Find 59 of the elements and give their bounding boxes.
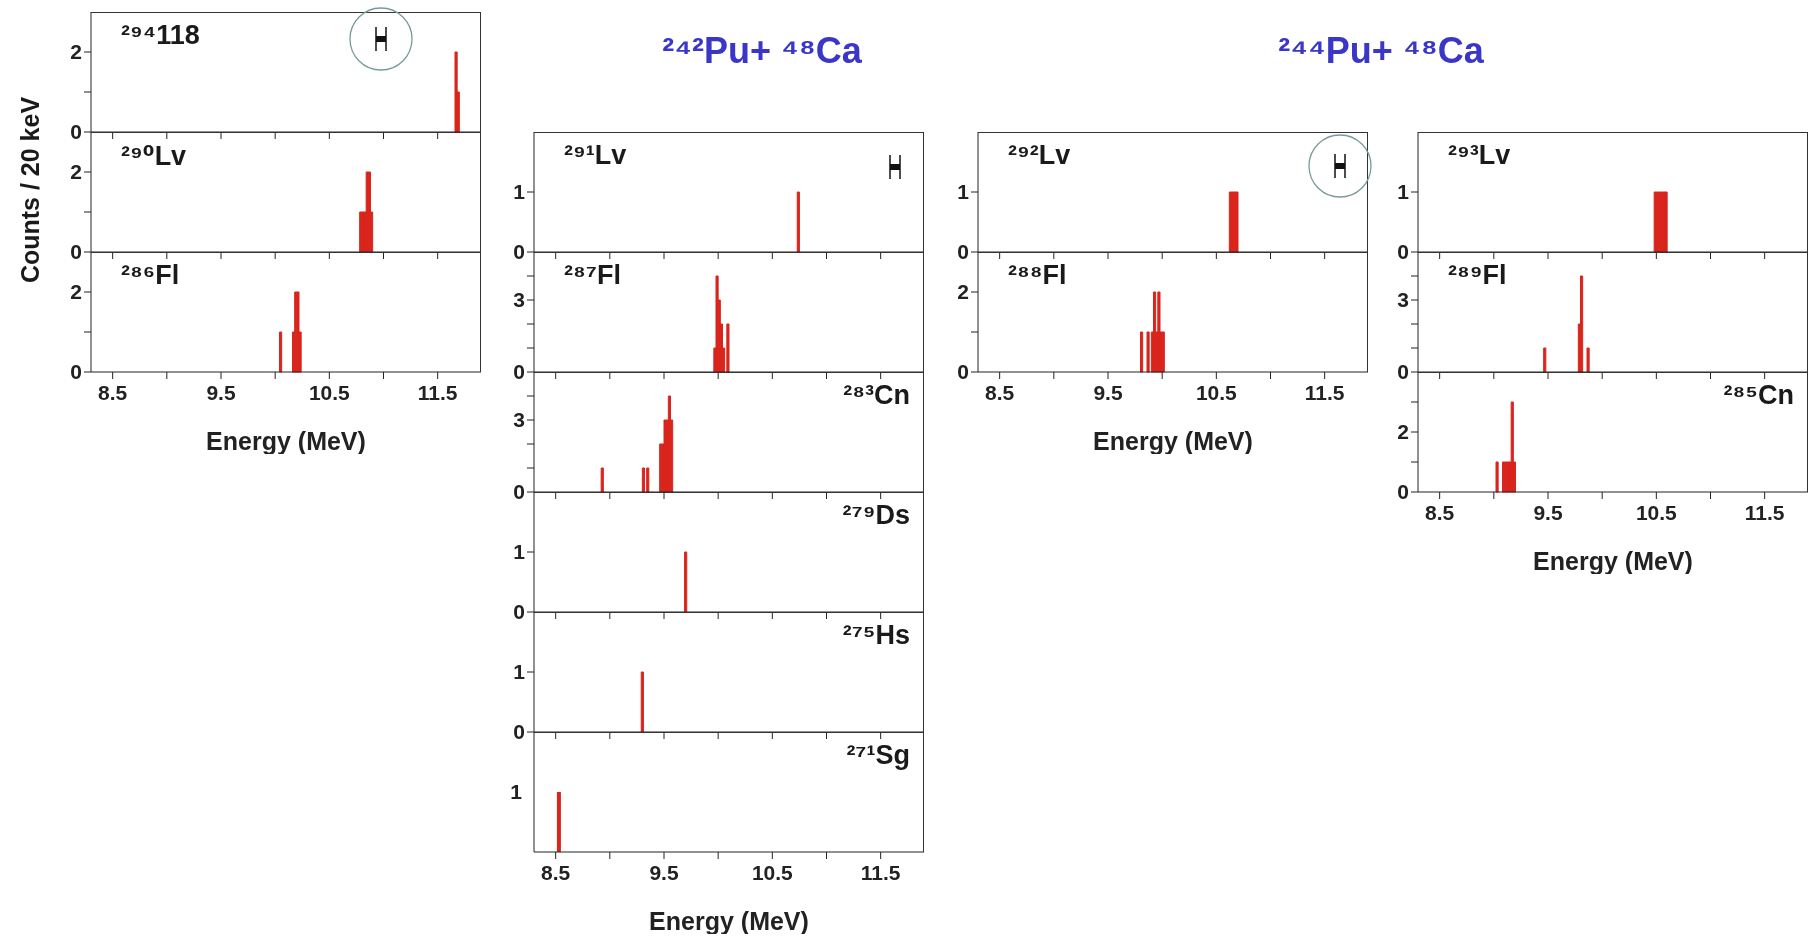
y-tick-label: 0 — [513, 240, 525, 264]
chart-title: ²⁷⁹Ds — [842, 500, 910, 531]
chart-title: ²⁹¹Lv — [564, 140, 627, 171]
chart-title: ²⁸³Cn — [843, 380, 910, 411]
chart-title: ²⁹⁴118 — [121, 20, 200, 51]
x-tick-label: 11.5 — [417, 380, 458, 404]
x-tick-label: 9.5 — [1093, 380, 1123, 404]
y-tick-label: 0 — [513, 600, 525, 624]
y-tick-label: 1 — [1397, 180, 1410, 204]
x-tick-label: 11.5 — [1304, 380, 1345, 404]
x-tick-label: 8.5 — [98, 380, 128, 404]
x-tick-label: 9.5 — [206, 380, 236, 404]
y-tick-label: 1 — [513, 540, 526, 564]
x-tick-label: 8.5 — [985, 380, 1015, 404]
chart-title: ²⁸⁹Fl — [1448, 260, 1507, 291]
x-tick-label: 9.5 — [1533, 500, 1563, 524]
chart-title: ²⁸⁷Fl — [564, 260, 621, 291]
y-tick-label: 0 — [513, 720, 525, 744]
y-tick-label: 1 — [513, 180, 526, 204]
y-tick-label: 0 — [1397, 240, 1409, 264]
x-tick-label: 10.5 — [1195, 380, 1238, 404]
y-tick-label: 1 — [513, 660, 526, 684]
y-tick-label: 0 — [70, 360, 82, 384]
y-tick-label: 2 — [70, 280, 82, 304]
y-tick-label: 1 — [957, 180, 970, 204]
y-tick-label: 2 — [70, 160, 82, 184]
chart-subtitle: ²⁴⁴Pu+ ⁴⁸Ca — [1278, 30, 1484, 72]
chart-title: ²⁸⁶Fl — [121, 260, 180, 291]
x-tick-label: 10.5 — [751, 860, 794, 884]
x-tick-label: 11.5 — [1744, 500, 1785, 524]
y-tick-label: 0 — [70, 120, 82, 144]
x-tick-label: 11.5 — [860, 860, 901, 884]
x-tick-label: 8.5 — [1425, 500, 1455, 524]
x-tick-label: 10.5 — [308, 380, 351, 404]
chart-title: ²⁹⁰Lv — [121, 140, 187, 172]
y-tick-label: 3 — [1397, 288, 1409, 312]
y-tick-label: 0 — [513, 360, 525, 384]
y-tick-label: 2 — [70, 40, 82, 64]
chart-title: ²⁹²Lv — [1008, 140, 1071, 171]
y-tick-label: 3 — [513, 408, 525, 432]
chart-title: ²⁸⁸Fl — [1008, 260, 1067, 291]
y-tick-label: 0 — [513, 480, 525, 504]
chart-title: ²⁷⁵Hs — [842, 620, 910, 651]
y-tick-label: 0 — [957, 240, 969, 264]
chart-subtitle: ²⁴²Pu+ ⁴⁸Ca — [662, 30, 862, 72]
chart-title: ²⁹³Lv — [1448, 140, 1511, 171]
y-tick-label: 3 — [513, 288, 525, 312]
y-tick-label: 0 — [1397, 360, 1409, 384]
y-tick-label: 2 — [957, 280, 969, 304]
x-tick-label: 9.5 — [649, 860, 679, 884]
y-tick-label: 2 — [1397, 420, 1409, 444]
chart-title: ²⁷¹Sg — [846, 740, 910, 771]
chart-title: ²⁸⁵Cn — [1723, 380, 1794, 411]
y-tick-label: 0 — [70, 240, 82, 264]
y-axis-title: Counts / 20 keV — [15, 96, 45, 284]
y-tick-label: 0 — [957, 360, 969, 384]
x-tick-label: 10.5 — [1635, 500, 1678, 524]
x-tick-label: 8.5 — [541, 860, 571, 884]
y-tick-label: 0 — [1397, 480, 1409, 504]
